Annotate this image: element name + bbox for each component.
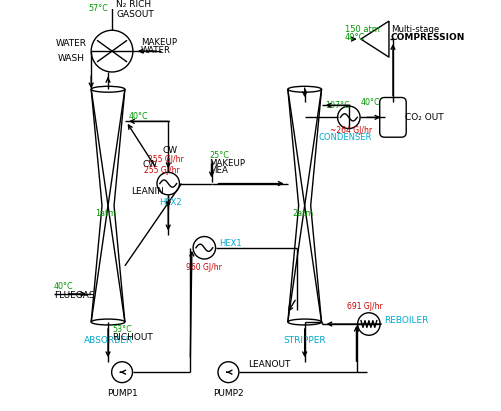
Text: 2atm: 2atm bbox=[292, 209, 313, 218]
Text: HEX1: HEX1 bbox=[219, 239, 242, 248]
Text: 107°C: 107°C bbox=[326, 101, 350, 110]
Text: PUMP2: PUMP2 bbox=[213, 388, 244, 397]
Text: ~264 GJ/hr: ~264 GJ/hr bbox=[330, 126, 372, 135]
Text: 255 GJ/hr: 255 GJ/hr bbox=[148, 155, 184, 164]
Text: 40°C: 40°C bbox=[345, 32, 365, 42]
Text: ABSORBER: ABSORBER bbox=[84, 335, 133, 344]
Text: WASH: WASH bbox=[58, 54, 85, 63]
Text: Multi-stage: Multi-stage bbox=[391, 25, 439, 34]
Text: WATER: WATER bbox=[56, 39, 87, 48]
Text: LEANIN: LEANIN bbox=[131, 187, 164, 196]
Text: 255 GJ/hr: 255 GJ/hr bbox=[144, 166, 180, 175]
Text: RICHOUT: RICHOUT bbox=[112, 333, 153, 342]
Text: PUMP1: PUMP1 bbox=[107, 388, 137, 397]
Text: REBOILER: REBOILER bbox=[384, 316, 428, 325]
Text: 40°C: 40°C bbox=[361, 97, 380, 106]
Text: 40°C: 40°C bbox=[129, 112, 148, 121]
Text: CW: CW bbox=[163, 146, 178, 155]
Text: STRIPPER: STRIPPER bbox=[284, 335, 326, 344]
Text: COMPRESSION: COMPRESSION bbox=[391, 32, 465, 42]
Text: MEA: MEA bbox=[209, 166, 228, 175]
Text: MAKEUP: MAKEUP bbox=[141, 38, 177, 47]
Text: 57°C: 57°C bbox=[88, 4, 108, 13]
Text: CONDENSER: CONDENSER bbox=[318, 133, 372, 142]
Text: 1atm: 1atm bbox=[96, 209, 117, 218]
Text: 53°C: 53°C bbox=[112, 325, 132, 334]
Text: 691 GJ/hr: 691 GJ/hr bbox=[347, 302, 383, 311]
Text: 40°C: 40°C bbox=[54, 282, 74, 291]
Text: FLUEGAS: FLUEGAS bbox=[54, 291, 95, 300]
Text: 150 atm: 150 atm bbox=[345, 25, 380, 34]
Text: MAKEUP: MAKEUP bbox=[209, 159, 245, 168]
Text: GASOUT: GASOUT bbox=[116, 10, 154, 19]
Text: 960 GJ/hr: 960 GJ/hr bbox=[186, 263, 222, 272]
Text: WATER: WATER bbox=[141, 46, 171, 55]
Text: LEANOUT: LEANOUT bbox=[248, 360, 291, 369]
Text: 25°C: 25°C bbox=[209, 151, 229, 160]
Text: HEX2: HEX2 bbox=[159, 199, 181, 207]
Text: CO₂ OUT: CO₂ OUT bbox=[405, 113, 444, 122]
Text: N₂ RICH: N₂ RICH bbox=[116, 0, 151, 9]
Text: CW: CW bbox=[143, 160, 158, 169]
